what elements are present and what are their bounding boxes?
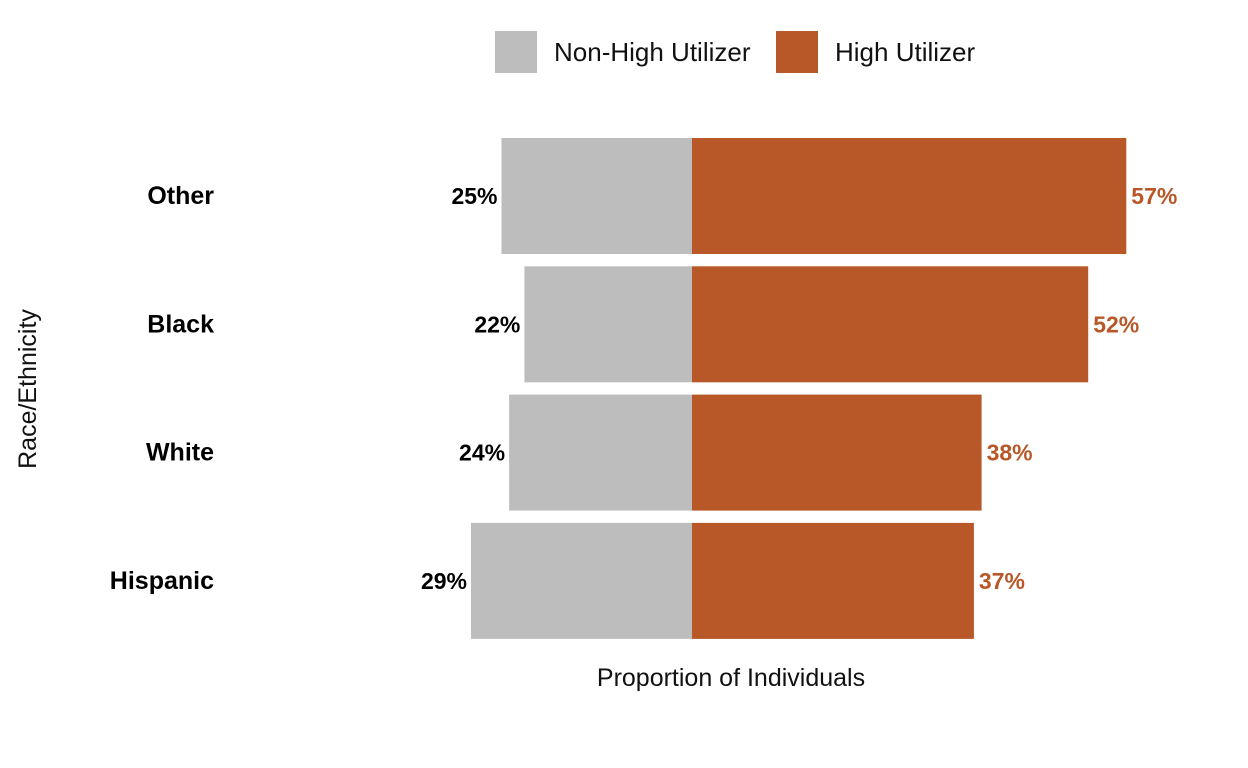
value-label-high-utilizer-white: 38%: [987, 440, 1033, 466]
value-label-non-high-utilizer-other: 25%: [451, 183, 497, 209]
value-label-high-utilizer-other: 57%: [1131, 183, 1177, 209]
x-axis-label: Proportion of Individuals: [597, 664, 865, 692]
value-label-non-high-utilizer-black: 22%: [474, 311, 520, 337]
legend: Non-High Utilizer High Utilizer: [495, 31, 975, 73]
bar-high-utilizer-white: [692, 394, 982, 511]
value-label-non-high-utilizer-white: 24%: [459, 440, 505, 466]
bar-non-high-utilizer-black: [524, 266, 692, 383]
value-label-high-utilizer-black: 52%: [1093, 311, 1139, 337]
labels-group: Other 25% 57% Black 22% 52% White 24% 38% Hispani…: [110, 182, 1178, 595]
legend-swatch-non-high-utilizer: [495, 31, 537, 73]
value-label-high-utilizer-hispanic: 37%: [979, 568, 1025, 594]
category-label-white: White: [146, 439, 214, 467]
bar-non-high-utilizer-hispanic: [471, 522, 692, 639]
category-label-black: Black: [147, 310, 214, 338]
category-label-other: Other: [147, 182, 214, 210]
bar-high-utilizer-other: [692, 138, 1127, 254]
bar-non-high-utilizer-white: [509, 394, 692, 511]
legend-label-non-high-utilizer: Non-High Utilizer: [554, 37, 751, 67]
bars-group: [471, 138, 1127, 639]
bar-high-utilizer-black: [692, 266, 1089, 383]
category-label-hispanic: Hispanic: [110, 567, 214, 595]
bar-non-high-utilizer-other: [501, 138, 692, 254]
legend-label-high-utilizer: High Utilizer: [835, 37, 975, 67]
value-label-non-high-utilizer-hispanic: 29%: [421, 568, 467, 594]
bar-high-utilizer-hispanic: [692, 522, 974, 639]
y-axis-label: Race/Ethnicity: [14, 309, 42, 469]
legend-swatch-high-utilizer: [776, 31, 818, 73]
